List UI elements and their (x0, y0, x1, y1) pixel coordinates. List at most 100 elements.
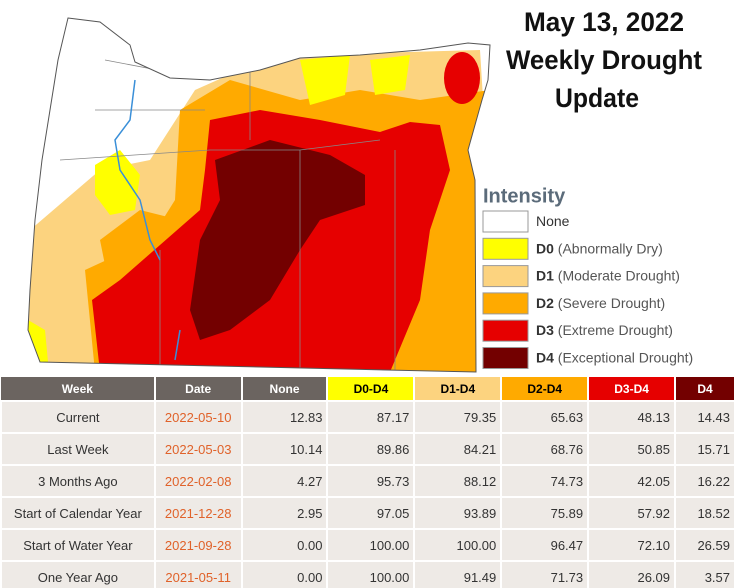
value-cell: 57.92 (587, 496, 677, 530)
legend-swatch (482, 237, 529, 260)
title-line: Weekly Drought (506, 45, 702, 75)
legend-swatch (482, 265, 529, 288)
value-cell: 100.00 (326, 560, 416, 588)
date-cell: 2022-05-03 (153, 432, 243, 466)
table-row: Start of Water Year 2021-09-28 0.00 100.00 1… (0, 528, 736, 562)
column-header: Date (154, 377, 243, 401)
legend-swatch (482, 319, 529, 342)
column-header: D3-D4 (588, 377, 677, 401)
legend-label: D0 (Abnormally Dry) (536, 240, 663, 256)
value-cell: 14.43 (674, 400, 736, 434)
value-cell: 26.09 (587, 560, 677, 588)
value-cell: 50.85 (587, 432, 677, 466)
table-row: One Year Ago 2021-05-11 0.00 100.00 91.49 71.… (0, 560, 736, 588)
value-cell: 3.57 (674, 560, 736, 588)
d0-area (95, 150, 140, 215)
value-cell: 100.00 (326, 528, 416, 562)
value-cell: 88.12 (413, 464, 503, 498)
table-row: Last Week 2022-05-03 10.14 89.86 84.21 68.76 5… (0, 432, 736, 466)
week-cell: Start of Water Year (0, 528, 156, 562)
value-cell: 71.73 (500, 560, 590, 588)
value-cell: 16.22 (674, 464, 736, 498)
value-cell: 65.63 (500, 400, 590, 434)
column-header: D0-D4 (327, 377, 416, 401)
value-cell: 4.27 (240, 464, 329, 498)
value-cell: 79.35 (413, 400, 503, 434)
value-cell: 96.47 (500, 528, 590, 562)
legend-text: (Extreme Drought) (558, 322, 673, 338)
state-outline (27, 17, 491, 373)
value-cell: 10.14 (240, 432, 329, 466)
value-cell: 74.73 (500, 464, 590, 498)
legend-text: (Severe Drought) (558, 295, 665, 311)
date-cell: 2021-12-28 (153, 496, 243, 530)
week-cell: One Year Ago (0, 560, 156, 588)
column-header: D1-D4 (414, 377, 503, 401)
date-cell: 2022-02-08 (153, 464, 243, 498)
title-line: Update (555, 83, 639, 113)
d2-area (100, 210, 180, 290)
legend-code: D3 (536, 322, 554, 338)
value-cell: 95.73 (326, 464, 416, 498)
d4-area (190, 140, 365, 340)
legend-swatch (482, 292, 529, 315)
date-cell: 2022-05-10 (153, 400, 243, 434)
value-cell: 0.00 (240, 560, 329, 588)
value-cell: 68.76 (500, 432, 590, 466)
d0-area (300, 55, 350, 105)
legend-label: D1 (Moderate Drought) (536, 267, 680, 283)
legend-code: D1 (536, 267, 554, 283)
legend-label: D3 (Extreme Drought) (536, 322, 673, 338)
value-cell: 75.89 (500, 496, 590, 530)
value-cell: 18.52 (674, 496, 736, 530)
value-cell: 89.86 (326, 432, 416, 466)
legend-label: D2 (Severe Drought) (536, 295, 665, 311)
legend-swatch (482, 210, 529, 233)
legend-title: Intensity (483, 185, 566, 207)
drought-areas (28, 18, 490, 372)
legend-swatch (482, 347, 529, 369)
legend-label: None (536, 213, 570, 229)
week-cell: Start of Calendar Year (0, 496, 156, 530)
value-cell: 87.17 (326, 400, 416, 434)
legend-label: D4 (Exceptional Drought) (536, 349, 693, 365)
value-cell: 48.13 (587, 400, 677, 434)
legend-code: D2 (536, 295, 554, 311)
table: Week Date None D0-D4 D1-D4 D2-D4 D3-D4 D4 Curren… (0, 377, 736, 588)
date-cell: 2021-05-11 (153, 560, 243, 588)
column-header: D4 (675, 377, 736, 401)
title-line: May 13, 2022 (524, 7, 684, 37)
d0-area (370, 55, 410, 95)
value-cell: 26.59 (674, 528, 736, 562)
value-cell: 0.00 (240, 528, 329, 562)
value-cell: 2.95 (240, 496, 329, 530)
week-cell: 3 Months Ago (0, 464, 156, 498)
week-cell: Current (0, 400, 156, 434)
legend-text: None (536, 213, 570, 229)
value-cell: 91.49 (413, 560, 503, 588)
table-row: Current 2022-05-10 12.83 87.17 79.35 65.63 48.… (0, 400, 736, 434)
value-cell: 42.05 (587, 464, 677, 498)
table-row: 3 Months Ago 2022-02-08 4.27 95.73 88.12 74.7… (0, 464, 736, 498)
legend-text: (Abnormally Dry) (558, 240, 663, 256)
value-cell: 72.10 (587, 528, 677, 562)
legend-code: D0 (536, 240, 554, 256)
legend-text: (Exceptional Drought) (558, 349, 693, 365)
value-cell: 15.71 (674, 432, 736, 466)
value-cell: 84.21 (413, 432, 503, 466)
river (114, 79, 181, 361)
legend-text: (Moderate Drought) (558, 267, 680, 283)
value-cell: 93.89 (413, 496, 503, 530)
week-cell: Last Week (0, 432, 156, 466)
date-cell: 2021-09-28 (153, 528, 243, 562)
table-row: Start of Calendar Year 2021-12-28 2.95 97.0… (0, 496, 736, 530)
legend-code: D4 (536, 349, 554, 365)
value-cell: 100.00 (413, 528, 503, 562)
column-header: None (241, 377, 329, 401)
column-header: D2-D4 (501, 377, 590, 401)
map: May 13, 2022 Weekly Drought Update Inten… (27, 7, 702, 373)
value-cell: 12.83 (240, 400, 329, 434)
column-header: Week (1, 377, 156, 401)
